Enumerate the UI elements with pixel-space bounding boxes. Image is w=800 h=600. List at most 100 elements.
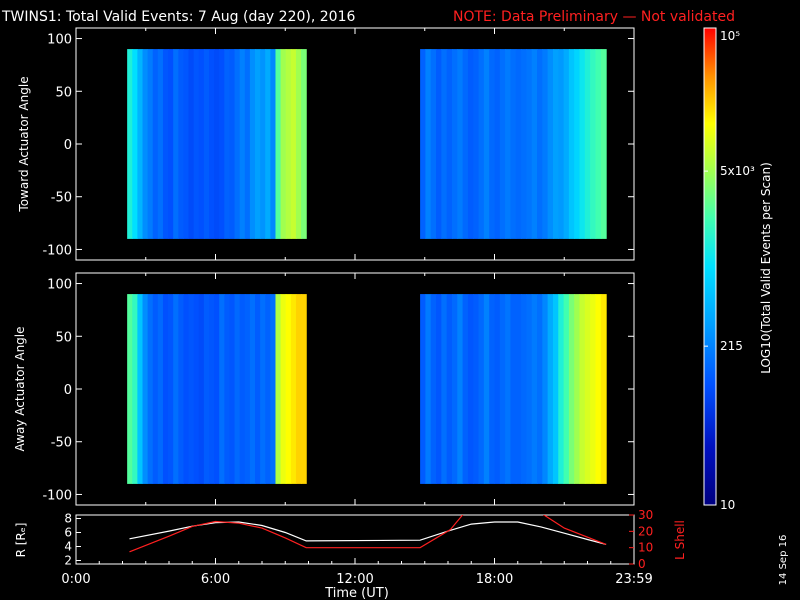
heatmap-cell bbox=[244, 49, 251, 239]
heatmap-cell bbox=[600, 294, 607, 484]
heatmap-cell bbox=[563, 49, 570, 239]
lshell-series-line bbox=[129, 515, 607, 553]
heatmap-cell bbox=[157, 49, 164, 239]
heatmap-cell bbox=[234, 294, 241, 484]
heatmap-cell bbox=[579, 294, 586, 484]
orbit-left-label: R [Rₑ] bbox=[14, 523, 28, 558]
heatmap-cell bbox=[285, 49, 292, 239]
heatmap-cell bbox=[219, 294, 225, 484]
heatmap-cell bbox=[473, 294, 480, 484]
heatmap-cell bbox=[537, 49, 543, 239]
heatmap-cell bbox=[547, 49, 554, 239]
heatmap-cell bbox=[219, 49, 225, 239]
heatmap-cell bbox=[157, 294, 164, 484]
heatmap-cell bbox=[542, 294, 549, 484]
y-tick-label: 50 bbox=[55, 85, 72, 100]
y-tick-label: -50 bbox=[51, 191, 72, 206]
heatmap-cell bbox=[531, 294, 538, 484]
heatmap-cell bbox=[595, 294, 602, 484]
heatmap-cell bbox=[584, 294, 591, 484]
right-tick-label: 20 bbox=[638, 524, 653, 538]
heatmap-cell bbox=[280, 294, 287, 484]
x-tick-label: 18:00 bbox=[476, 572, 513, 587]
orbit-right-label: L Shell bbox=[673, 520, 687, 560]
heatmap-cell bbox=[239, 49, 246, 239]
heatmap-cell bbox=[420, 49, 427, 239]
colorbar-tick-label: 5x10³ bbox=[720, 164, 755, 178]
heatmap-cell bbox=[537, 294, 543, 484]
heatmap-cell bbox=[568, 49, 575, 239]
colorbar: 10 215 5x10³ 10⁵ LOG10(Total Valid Events p… bbox=[703, 27, 773, 512]
heatmap-cell bbox=[208, 294, 215, 484]
heatmap-cell bbox=[239, 294, 246, 484]
y-tick-label: -100 bbox=[42, 488, 72, 503]
heatmap-cell bbox=[168, 49, 174, 239]
heatmap-cell bbox=[590, 49, 597, 239]
heatmap-cell bbox=[224, 294, 231, 484]
preliminary-note: NOTE: Data Preliminary — Not validated bbox=[453, 9, 735, 25]
heatmap-cell bbox=[558, 294, 565, 484]
heatmap-cell bbox=[420, 294, 427, 484]
y-tick-label: 50 bbox=[55, 330, 72, 345]
date-stamp: 14 Sep 16 bbox=[778, 535, 789, 586]
heatmap-cell bbox=[526, 49, 533, 239]
left-tick-label: 8 bbox=[64, 512, 72, 526]
heatmap-cell bbox=[446, 294, 453, 484]
heatmap-cell bbox=[152, 294, 159, 484]
y-tick-label: -100 bbox=[42, 243, 72, 258]
heatmap-cell bbox=[526, 294, 533, 484]
heatmap-cell bbox=[430, 294, 437, 484]
orbit-lines bbox=[129, 515, 607, 553]
heatmap-cell bbox=[584, 49, 591, 239]
heatmap-cell bbox=[234, 49, 241, 239]
heatmap-cell bbox=[285, 294, 292, 484]
left-tick-label: 4 bbox=[64, 540, 72, 554]
heatmap-cell bbox=[229, 49, 236, 239]
heatmap-cell bbox=[441, 294, 448, 484]
heatmap-cell bbox=[521, 49, 527, 239]
heatmap-cell bbox=[132, 49, 138, 239]
y-tick-label: 100 bbox=[47, 278, 72, 293]
heatmap-cell bbox=[457, 294, 464, 484]
heatmap-cell bbox=[510, 294, 517, 484]
heatmap-cell bbox=[478, 294, 485, 484]
heatmap-cell bbox=[147, 294, 154, 484]
heatmap-cell bbox=[147, 49, 154, 239]
heatmap-cell bbox=[255, 49, 261, 239]
heatmap-cell bbox=[568, 294, 575, 484]
left-tick-label: 2 bbox=[64, 554, 72, 568]
heatmap-cell bbox=[531, 49, 538, 239]
heatmap-cell bbox=[425, 49, 432, 239]
heatmap-cell bbox=[198, 294, 205, 484]
radius-series-line bbox=[129, 521, 607, 545]
heatmap-cell bbox=[462, 49, 469, 239]
heatmap-cell bbox=[574, 294, 581, 484]
heatmap-cell bbox=[489, 294, 496, 484]
heatmap-cell bbox=[515, 49, 522, 239]
heatmap-cell bbox=[478, 49, 485, 239]
heatmap-cell bbox=[425, 294, 432, 484]
y-tick-label: 100 bbox=[47, 33, 72, 48]
heatmap-cell bbox=[451, 294, 458, 484]
heatmap-cell bbox=[494, 49, 501, 239]
colorbar-tick-label: 10⁵ bbox=[720, 29, 740, 43]
heatmap-cell bbox=[127, 49, 133, 239]
toward-heatmap-blocks bbox=[127, 49, 607, 239]
toward-heatmap-panel: 100 50 0 -50 -100 Toward Actuator Angle bbox=[17, 27, 635, 261]
away-heatmap-panel: 100 50 0 -50 -100 Away Actuator Angle bbox=[13, 272, 635, 506]
heatmap-cell bbox=[542, 49, 549, 239]
heatmap-cell bbox=[290, 49, 297, 239]
y-tick-label: -50 bbox=[51, 436, 72, 451]
toward-y-label: Toward Actuator Angle bbox=[17, 76, 31, 212]
heatmap-cell bbox=[270, 294, 277, 484]
away-heatmap-blocks bbox=[127, 294, 607, 484]
heatmap-cell bbox=[173, 49, 179, 239]
heatmap-cell bbox=[563, 294, 570, 484]
heatmap-cell bbox=[436, 294, 442, 484]
colorbar-tick-label: 215 bbox=[720, 339, 743, 353]
heatmap-cell bbox=[574, 49, 581, 239]
colorbar-frame bbox=[703, 27, 717, 506]
heatmap-cell bbox=[260, 294, 266, 484]
heatmap-cell bbox=[290, 294, 297, 484]
